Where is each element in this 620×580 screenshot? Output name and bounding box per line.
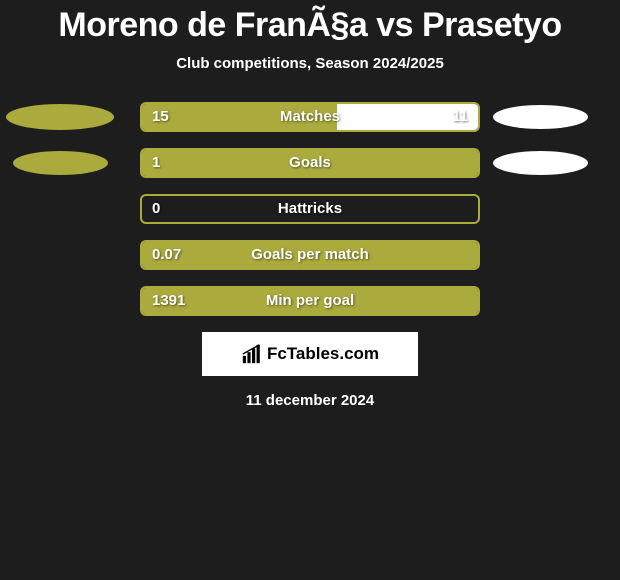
player2-ellipse: [493, 105, 588, 129]
player1-ellipse: [13, 151, 108, 175]
date-text: 11 december 2024: [0, 392, 620, 409]
stat-label: Goals: [140, 148, 480, 178]
player2-ellipse: [493, 151, 588, 175]
barchart-icon: [241, 343, 263, 365]
player1-ellipse: [6, 104, 114, 130]
stat-row: Hattricks0: [0, 194, 620, 224]
subtitle: Club competitions, Season 2024/2025: [0, 55, 620, 72]
player1-value: 1391: [152, 286, 185, 316]
stat-row: Matches15 11: [0, 102, 620, 132]
player1-value: 15: [152, 102, 169, 132]
stat-row: Goals per match0.07: [0, 240, 620, 270]
player1-value: 1: [152, 148, 160, 178]
player1-value: 0: [152, 194, 160, 224]
stat-label: Min per goal: [140, 286, 480, 316]
stat-label: Matches: [140, 102, 480, 132]
stat-row: Min per goal1391: [0, 286, 620, 316]
player2-value: 11: [452, 102, 468, 132]
stats-container: Matches15 11 Goals1 Hattricks0 Goals per mat…: [0, 102, 620, 316]
stat-row: Goals1: [0, 148, 620, 178]
logo-box: FcTables.com: [202, 332, 418, 376]
logo-text: FcTables.com: [267, 344, 379, 364]
page-title: Moreno de FranÃ§a vs Prasetyo: [0, 0, 620, 45]
player1-value: 0.07: [152, 240, 181, 270]
stat-label: Goals per match: [140, 240, 480, 270]
stat-label: Hattricks: [140, 194, 480, 224]
